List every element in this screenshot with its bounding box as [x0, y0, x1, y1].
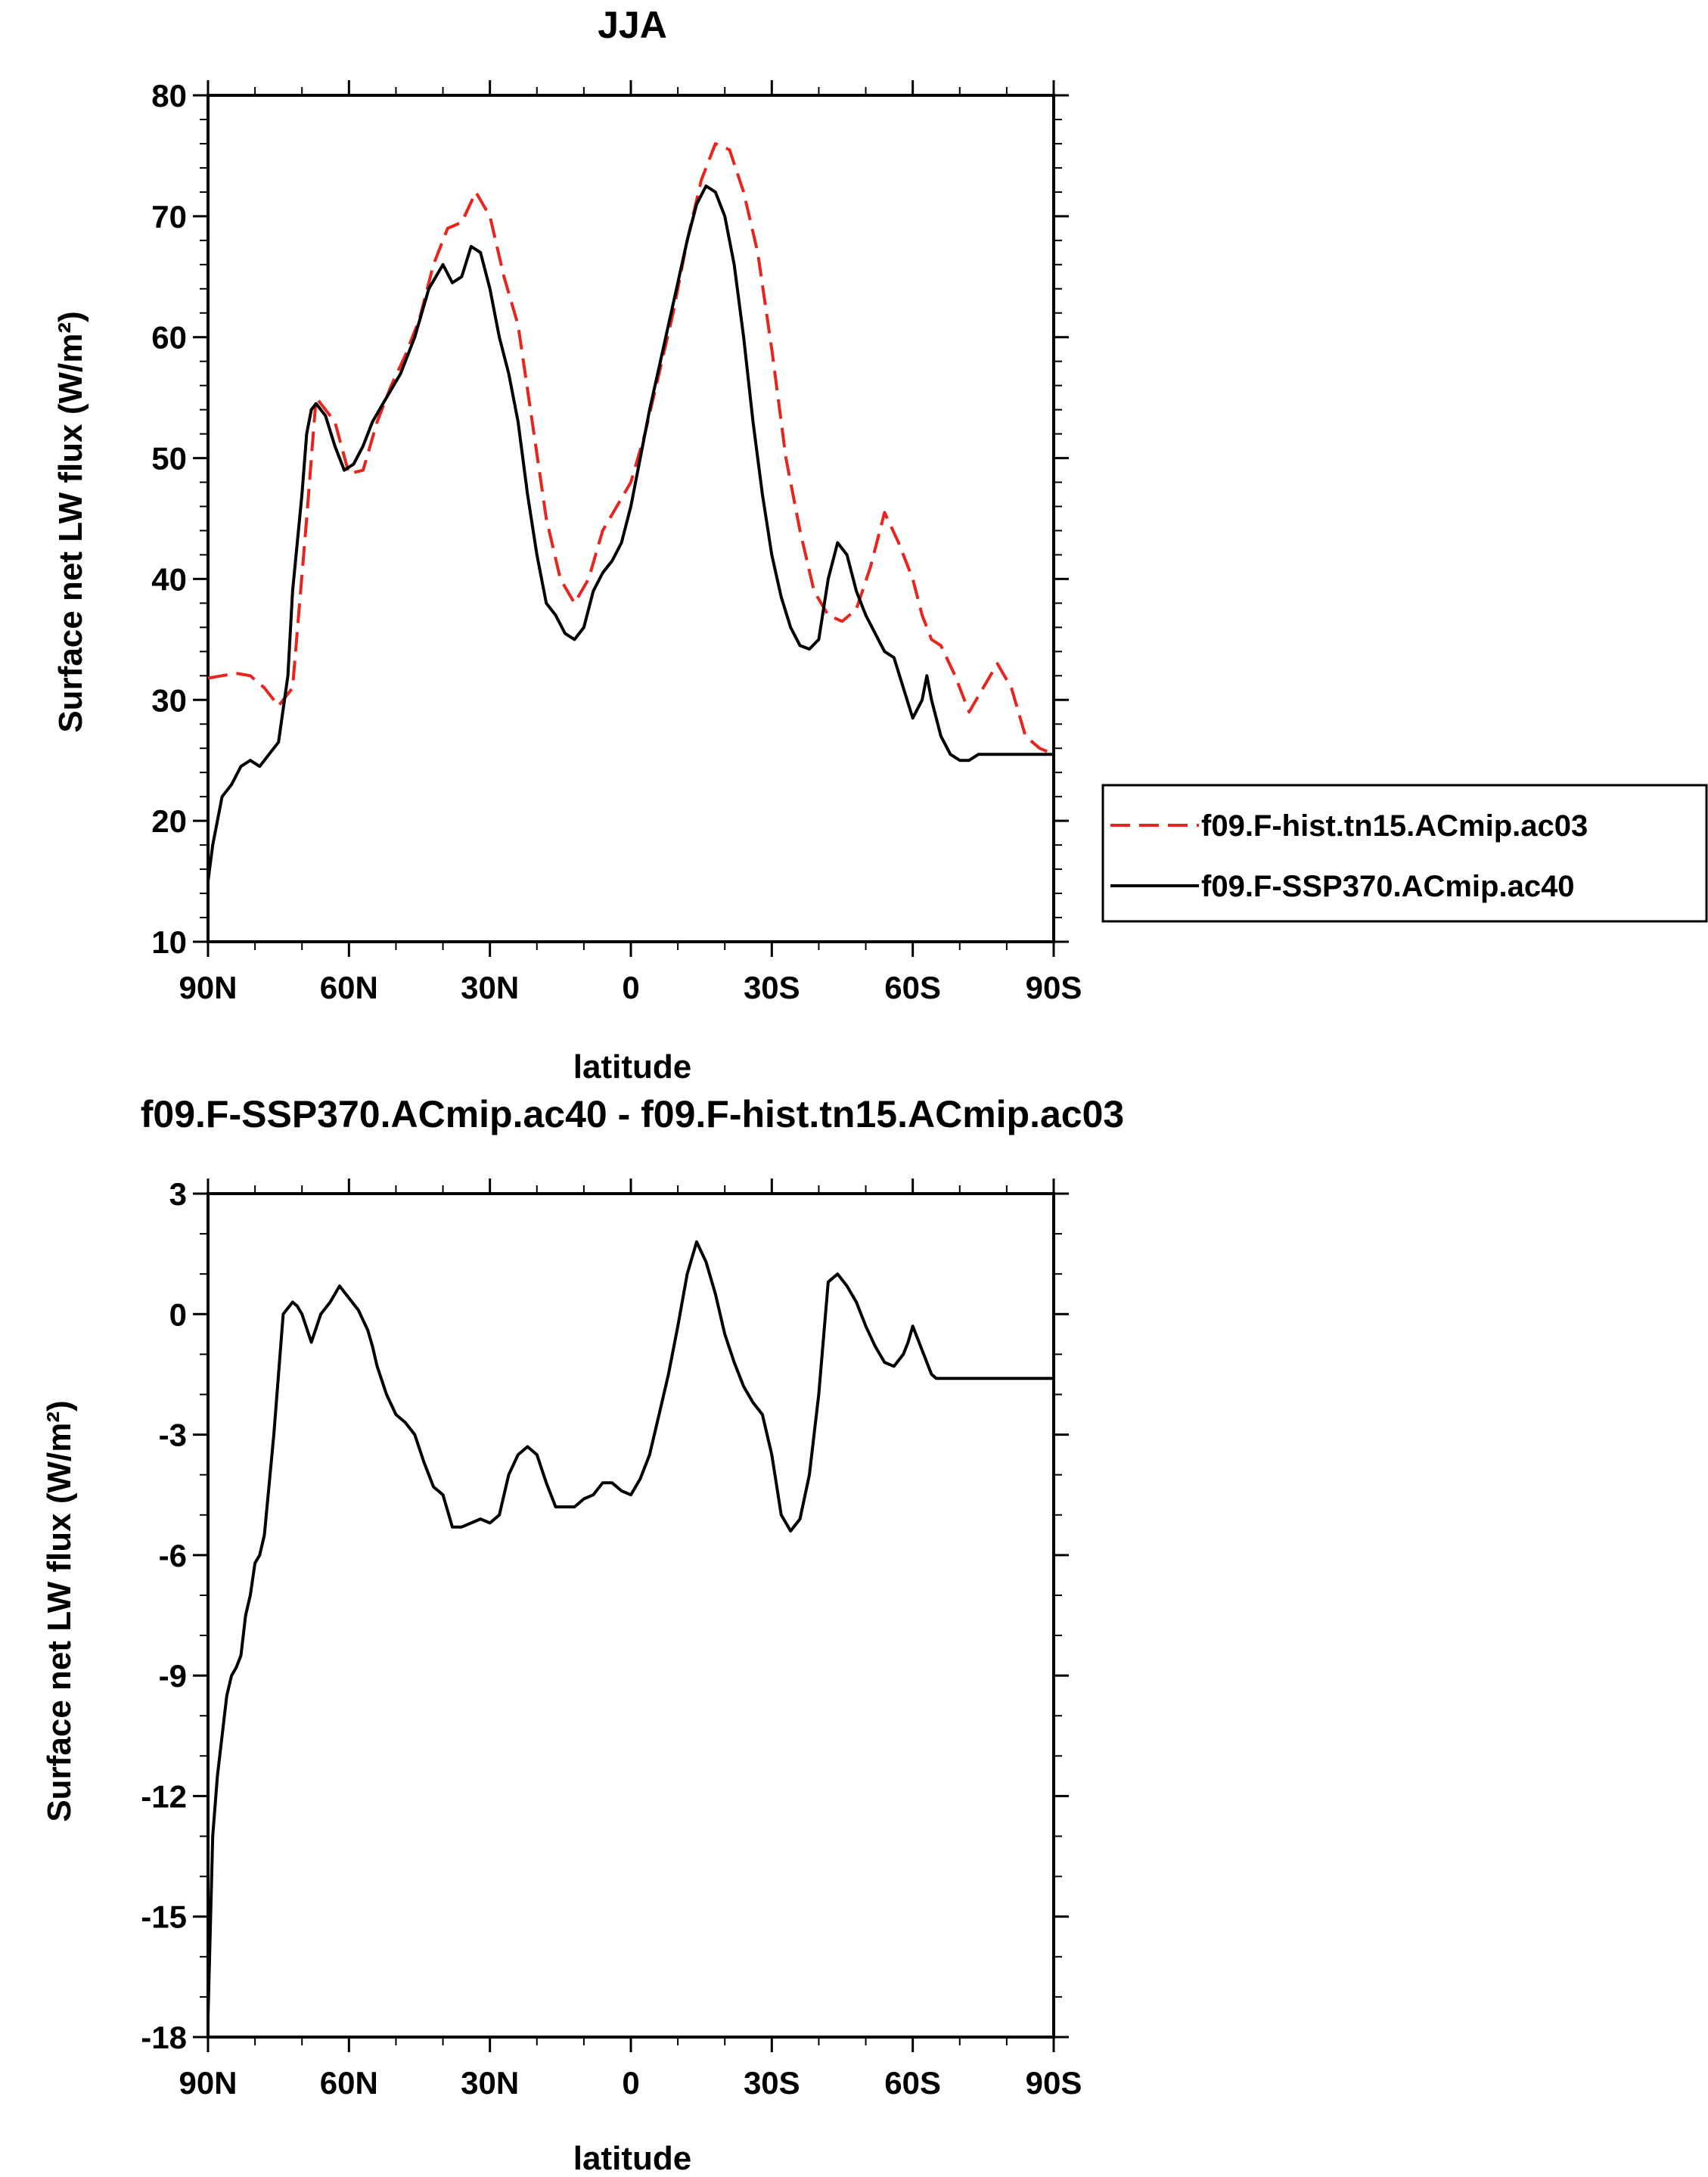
plot-area: -18 -15 -12 -9 -6 -3 0 3 90N 60N 30N 0 30S 60S 90S [141, 1176, 1082, 2101]
legend-label-ssp: f09.F-SSP370.ACmip.ac40 [1201, 870, 1575, 903]
y-tick-label: -3 [159, 1418, 187, 1453]
y-tick-label: 0 [169, 1297, 187, 1332]
x-tick-label: 30N [461, 970, 519, 1005]
x-tick-label: 60N [320, 2065, 378, 2101]
top-panel: JJA latitude Surface net LW flux (W/m²) … [52, 4, 1082, 1085]
y-tick-label: 10 [151, 924, 187, 960]
y-tick-label: 3 [169, 1176, 187, 1212]
series-line-hist [207, 141, 1054, 756]
series-line-ssp [207, 184, 1054, 882]
plot-frame [207, 94, 1055, 943]
x-tick-label: 60S [884, 970, 941, 1005]
x-tick-label: 60S [884, 2065, 941, 2101]
y-tick-label: -6 [159, 1538, 187, 1573]
y-tick-label: 70 [151, 199, 187, 234]
x-tick-label: 60N [320, 970, 378, 1005]
plot-area: 10 20 30 40 50 60 70 80 90N 60N 30N 0 30S 60S 90S [151, 78, 1082, 1005]
x-tick-label: 0 [622, 970, 639, 1005]
y-axis-label: Surface net LW flux (W/m²) [52, 311, 89, 732]
x-tick-label: 0 [622, 2065, 639, 2101]
chart-title-difference: f09.F-SSP370.ACmip.ac40 - f09.F-hist.tn1… [141, 1093, 1124, 1135]
x-tick-label: 90S [1026, 970, 1082, 1005]
y-tick-label: 40 [151, 561, 187, 597]
x-axis-label: latitude [573, 1048, 691, 1085]
y-tick-label: -18 [141, 2020, 187, 2055]
y-tick-label: 60 [151, 320, 187, 356]
y-axis-label: Surface net LW flux (W/m²) [41, 1400, 78, 1821]
y-tick-label: -9 [159, 1658, 187, 1694]
y-tick-label: 30 [151, 682, 187, 718]
y-tick-label: -15 [141, 1899, 187, 1935]
chart-title: JJA [598, 4, 667, 46]
x-tick-label: 90N [179, 2065, 237, 2101]
series-line-difference [207, 1240, 1054, 2017]
bottom-panel: f09.F-SSP370.ACmip.ac40 - f09.F-hist.tn1… [41, 1093, 1124, 2177]
x-tick-label: 90N [179, 970, 237, 1005]
legend-frame [1101, 784, 1708, 923]
x-tick-label: 30N [461, 2065, 519, 2101]
x-tick-label: 90S [1026, 2065, 1082, 2101]
x-tick-label: 30S [744, 970, 800, 1005]
legend: f09.F-hist.tn15.ACmip.ac03 f09.F-SSP370.… [1101, 784, 1708, 923]
y-tick-label: -12 [141, 1778, 187, 1814]
y-tick-label: 20 [151, 803, 187, 839]
plot-frame [207, 1192, 1055, 2039]
legend-label-hist: f09.F-hist.tn15.ACmip.ac03 [1201, 809, 1588, 843]
y-tick-label: 80 [151, 78, 187, 113]
x-tick-label: 30S [744, 2065, 800, 2101]
x-axis-label: latitude [573, 2140, 691, 2177]
y-tick-label: 50 [151, 441, 187, 477]
